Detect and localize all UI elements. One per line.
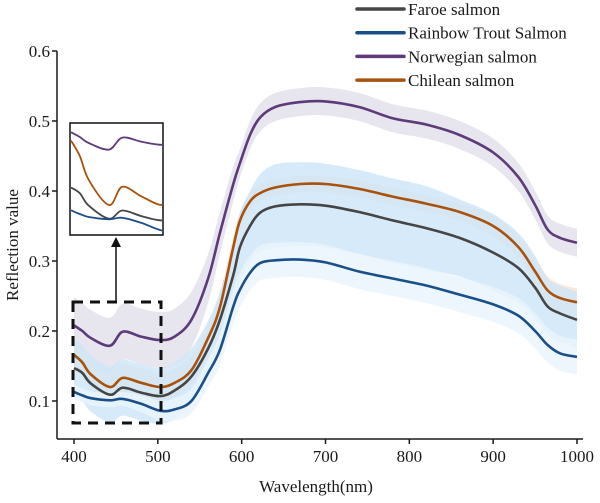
- x-tick-label: 1000: [560, 447, 594, 466]
- inset-line-norwegian-salmon: [71, 131, 162, 151]
- band-faroe-salmon: [74, 162, 577, 425]
- confidence-bands: [74, 87, 577, 425]
- inset-line-chilean-salmon: [71, 140, 162, 206]
- y-tick-label: 0.4: [29, 182, 51, 201]
- legend: Faroe salmon Rainbow Trout Salmon Norwegia…: [355, 0, 567, 90]
- legend-label: Rainbow Trout Salmon: [408, 24, 567, 43]
- zoom-region-box: [71, 300, 163, 425]
- x-tick-label: 400: [61, 447, 87, 466]
- x-ticks: 400 500 600 700 800 900 1000: [61, 439, 594, 466]
- y-tick-label: 0.1: [29, 392, 50, 411]
- y-ticks: 0.1 0.2 0.3 0.4 0.5 0.6: [29, 42, 57, 411]
- line-rainbow-trout-salmon: [73, 258, 578, 413]
- y-tick-label: 0.3: [29, 252, 50, 271]
- x-tick-label: 700: [313, 447, 339, 466]
- inset-frame: [69, 122, 164, 236]
- legend-label: Chilean salmon: [408, 71, 515, 90]
- y-tick-label: 0.2: [29, 322, 50, 341]
- band-rainbow-trout-salmon: [74, 241, 577, 422]
- line-norwegian-salmon: [73, 99, 578, 348]
- line-faroe-salmon: [73, 202, 578, 398]
- x-axis-title: Wavelength(nm): [259, 477, 373, 496]
- inset-line-faroe-salmon: [71, 186, 162, 222]
- legend-item: Rainbow Trout Salmon: [355, 24, 567, 43]
- line-chilean-salmon: [73, 182, 578, 389]
- y-tick-label: 0.6: [29, 42, 50, 61]
- inset-plot: [69, 122, 164, 236]
- x-tick-label: 800: [397, 447, 423, 466]
- y-axis-title: Reflection value: [3, 189, 22, 301]
- legend-item: Norwegian salmon: [355, 47, 537, 66]
- x-tick-label: 500: [145, 447, 171, 466]
- legend-label: Norwegian salmon: [408, 47, 537, 66]
- inset-line-rainbow-trout-salmon: [71, 209, 162, 232]
- legend-item: Chilean salmon: [355, 71, 515, 90]
- legend-label: Faroe salmon: [408, 0, 501, 19]
- arrow-head-icon: [111, 237, 121, 247]
- series-lines: [73, 99, 578, 413]
- x-tick-label: 900: [480, 447, 506, 466]
- legend-item: Faroe salmon: [355, 0, 501, 19]
- y-tick-label: 0.5: [29, 112, 50, 131]
- x-tick-label: 600: [229, 447, 255, 466]
